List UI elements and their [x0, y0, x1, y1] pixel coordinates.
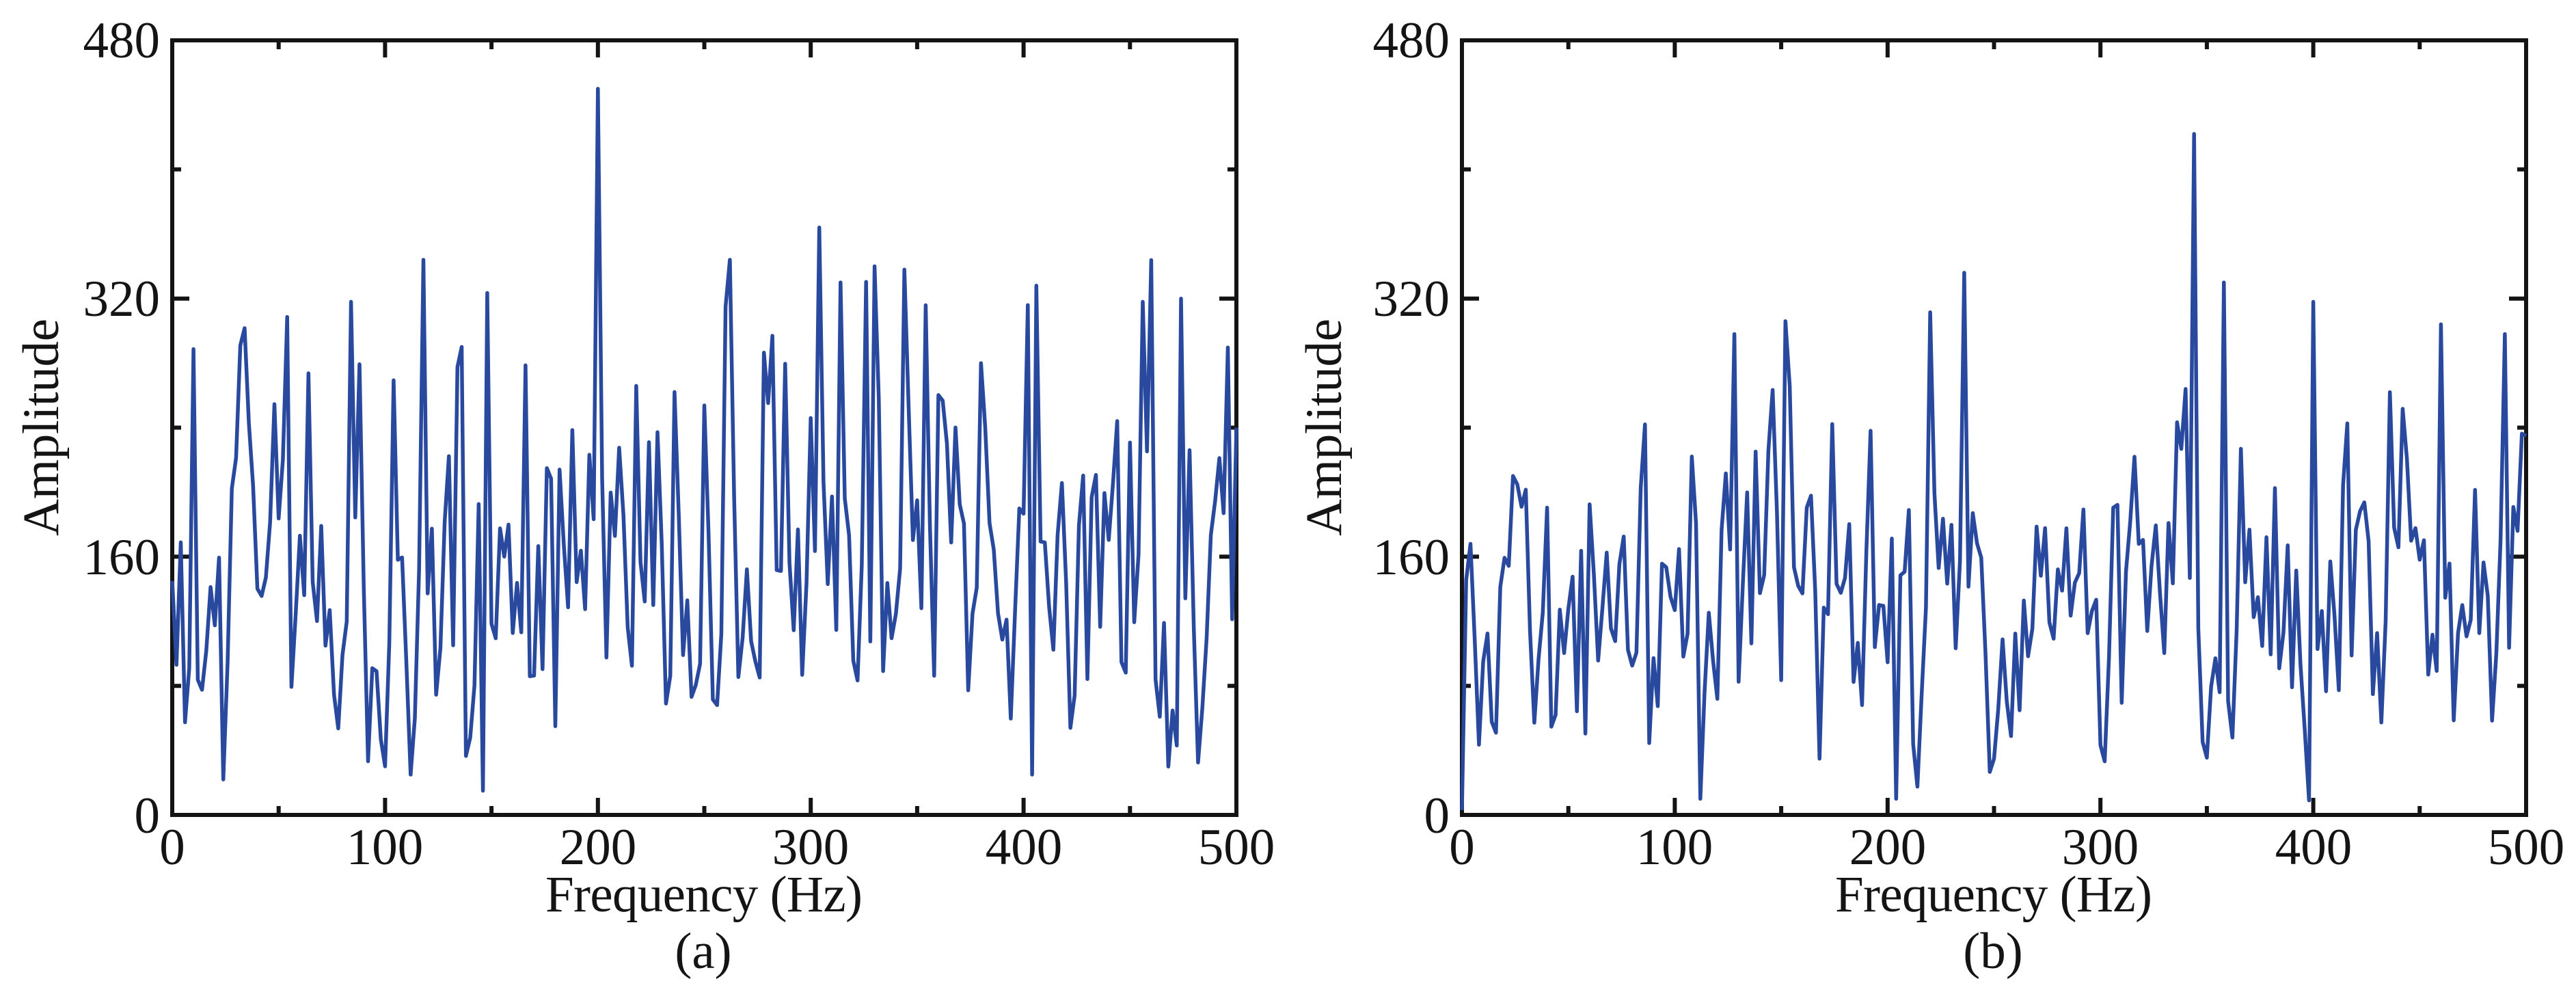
- svg-text:(a): (a): [675, 923, 731, 980]
- svg-text:100: 100: [1636, 819, 1713, 876]
- svg-text:160: 160: [83, 529, 161, 586]
- svg-text:480: 480: [83, 12, 161, 69]
- svg-text:100: 100: [347, 819, 424, 876]
- svg-text:Amplitude: Amplitude: [1296, 319, 1353, 536]
- svg-text:Frequency (Hz): Frequency (Hz): [1835, 866, 2152, 923]
- svg-text:Frequency (Hz): Frequency (Hz): [545, 866, 863, 923]
- svg-text:0: 0: [1449, 819, 1475, 876]
- svg-text:0: 0: [135, 788, 161, 844]
- svg-text:160: 160: [1373, 529, 1450, 586]
- svg-text:300: 300: [772, 819, 850, 876]
- svg-text:320: 320: [1373, 271, 1450, 327]
- svg-text:(b): (b): [1963, 923, 2022, 980]
- svg-text:200: 200: [560, 819, 637, 876]
- svg-text:400: 400: [986, 819, 1063, 876]
- svg-text:300: 300: [2062, 819, 2139, 876]
- svg-text:320: 320: [83, 271, 161, 327]
- svg-text:500: 500: [2488, 819, 2565, 876]
- svg-text:500: 500: [1198, 819, 1275, 876]
- svg-text:480: 480: [1373, 12, 1450, 69]
- svg-text:0: 0: [1424, 788, 1450, 844]
- svg-text:400: 400: [2275, 819, 2353, 876]
- svg-text:Amplitude: Amplitude: [13, 319, 70, 536]
- svg-text:0: 0: [159, 819, 185, 876]
- svg-text:200: 200: [1849, 819, 1927, 876]
